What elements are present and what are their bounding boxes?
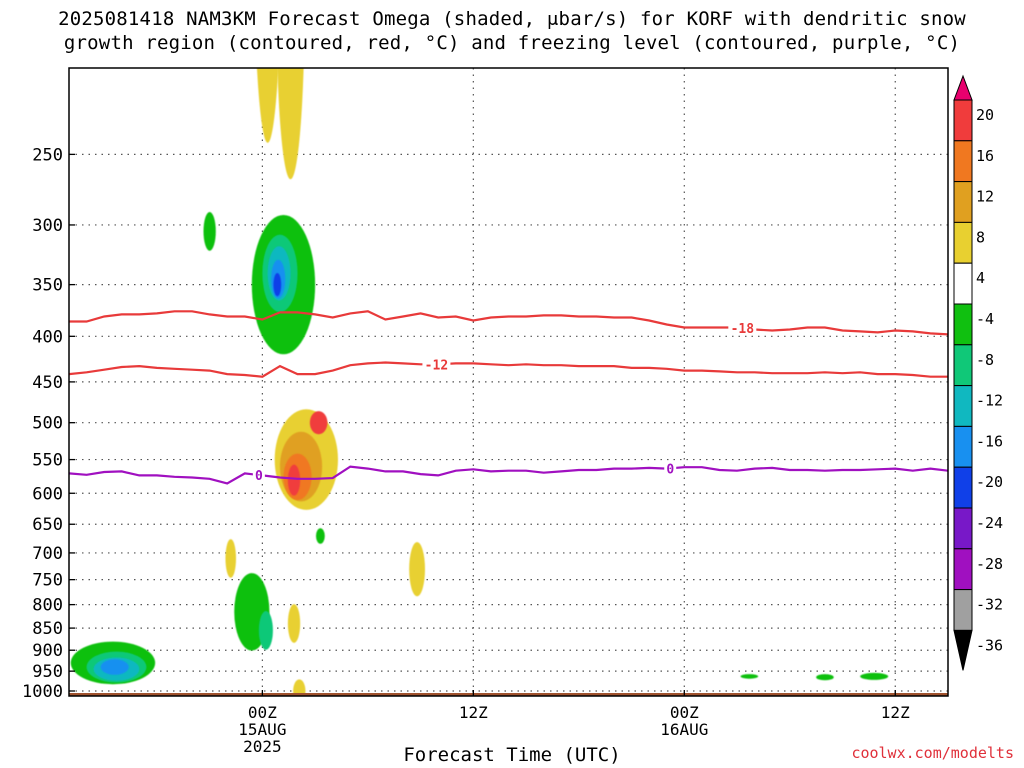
y-tick-label: 850: [32, 619, 63, 639]
colorbar-label: 16: [976, 147, 994, 165]
y-tick-label: 950: [32, 662, 63, 682]
contour-label: 0: [666, 462, 674, 477]
colorbar-segment: [953, 181, 973, 223]
ground-layer: [69, 693, 948, 696]
colorbar-segment: [953, 466, 973, 509]
grid-lines: [69, 68, 948, 696]
x-tick-label: 15AUG: [238, 720, 286, 739]
x-tick-label: 2025: [243, 737, 282, 756]
colorbar-label: -12: [976, 392, 1003, 410]
colorbar-segment: [953, 262, 973, 305]
omega-blob-neg4: [740, 674, 759, 679]
y-tick-label: 450: [32, 373, 63, 393]
colorbar-segment: [953, 140, 973, 183]
omega-blob-4: [277, 68, 304, 180]
colorbar-label: -36: [976, 636, 1003, 654]
y-tick-label: 650: [32, 515, 63, 535]
omega-blob-20: [287, 464, 301, 496]
colorbar-segment: [953, 425, 973, 468]
site-credit[interactable]: coolwx.com/modelts: [851, 744, 1014, 762]
colorbar-bottom-arrow: [953, 629, 973, 671]
chart-title-line-1: 2025081418 NAM3KM Forecast Omega (shaded…: [58, 8, 966, 30]
omega-blob-4: [287, 604, 301, 643]
y-tick-label: 400: [32, 327, 63, 347]
x-tick-label: 12Z: [881, 703, 910, 722]
colorbar-segment: [953, 385, 973, 427]
chart-title-line-2: growth region (contoured, red, °C) and f…: [63, 32, 961, 54]
y-tick-label: 800: [32, 596, 63, 616]
x-axis-label: Forecast Time (UTC): [403, 744, 621, 766]
omega-blob-neg4: [203, 211, 216, 251]
colorbar-label: -4: [976, 310, 994, 328]
omega-blob-neg4: [860, 672, 889, 680]
y-tick-label: 1000: [22, 682, 63, 702]
ground-fill: [69, 693, 948, 696]
x-tick-label: 00Z: [248, 703, 277, 722]
y-tick-label: 750: [32, 571, 63, 591]
omega-blob-4: [293, 679, 306, 696]
omega-blob-neg8: [258, 611, 273, 650]
y-tick-label: 900: [32, 641, 63, 661]
y-tick-label: 350: [32, 276, 63, 296]
y-tick-label: 300: [32, 216, 63, 236]
contour-neg18: [69, 310, 948, 336]
colorbar-label: 12: [976, 188, 994, 206]
omega-blob-4: [409, 542, 425, 597]
colorbar: 20 16 12 8 4 -4 -8 -12 -16 -20 -24 -28 -32 -36: [953, 74, 1003, 671]
omega-blob-neg4: [315, 528, 325, 544]
omega-blob-4: [256, 68, 279, 143]
contour-label-bg: [992, 326, 1020, 340]
contour-label-bg: [252, 468, 265, 483]
omega-shading: [70, 68, 889, 696]
colorbar-segment: [953, 303, 973, 346]
plot-frame: [68, 67, 949, 697]
colorbar-label: -20: [976, 473, 1003, 491]
y-tick-label: 600: [32, 484, 63, 504]
contour-label: -12: [425, 358, 448, 373]
contour-label-bg: [728, 321, 757, 336]
omega-blob-neg4: [816, 674, 834, 681]
axes: 2503003504004505005506006507007508008509…: [22, 67, 949, 756]
colorbar-label: -28: [976, 555, 1003, 573]
y-tick-label: 500: [32, 414, 63, 434]
contour-label-bg: [1015, 373, 1024, 387]
x-tick-label: 12Z: [459, 703, 488, 722]
colorbar-label: 20: [976, 106, 994, 124]
contour-label: -18: [731, 322, 755, 337]
contour-label: 0: [255, 469, 263, 484]
colorbar-label: -16: [976, 432, 1003, 450]
x-tick-label: 00Z: [670, 703, 699, 722]
temperature-contours: -18-18-12-12000: [69, 310, 1024, 485]
y-tick-label: 700: [32, 544, 63, 564]
omega-blob-4: [225, 539, 237, 578]
colorbar-segment: [953, 99, 973, 142]
y-tick-label: 550: [32, 451, 63, 471]
contour-label: -18: [994, 327, 1018, 342]
omega-blob-neg16: [100, 659, 129, 675]
omega-blob-neg20: [273, 273, 282, 297]
colorbar-label: 8: [976, 228, 985, 246]
x-tick-label: 16AUG: [660, 720, 708, 739]
contour-label: -12: [1017, 374, 1024, 389]
colorbar-top-arrow: [953, 74, 973, 101]
contour-0: [69, 465, 948, 485]
colorbar-segment: [953, 589, 973, 631]
colorbar-label: 4: [976, 269, 985, 287]
colorbar-label: -8: [976, 351, 994, 369]
colorbar-segment: [953, 548, 973, 591]
colorbar-segment: [953, 221, 973, 264]
colorbar-label: -24: [976, 514, 1003, 532]
colorbar-segment: [953, 507, 973, 550]
y-tick-label: 250: [32, 145, 63, 165]
colorbar-label: -32: [976, 596, 1003, 614]
contour-label-bg: [664, 461, 677, 476]
colorbar-segment: [953, 344, 973, 387]
omega-blob-16: [309, 411, 328, 435]
contour-label-bg: [422, 357, 451, 372]
contour-neg12: [69, 361, 948, 378]
